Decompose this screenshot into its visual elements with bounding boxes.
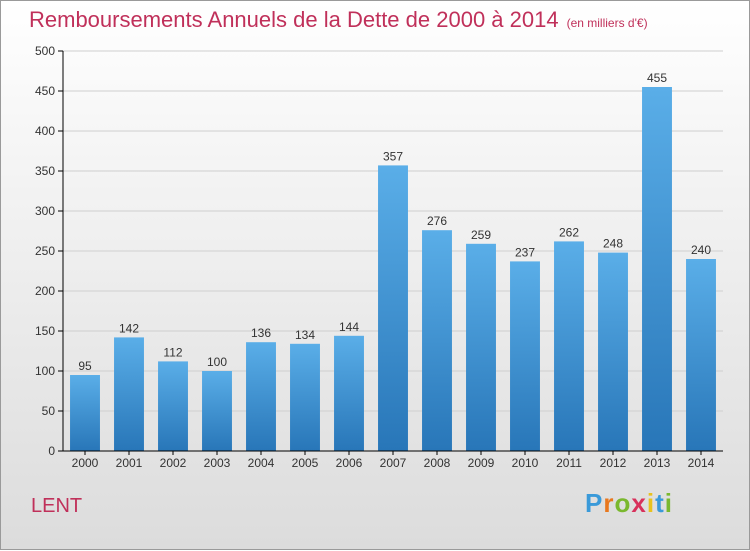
bar: [554, 241, 584, 451]
bar-value-label: 134: [295, 328, 315, 342]
bar: [114, 337, 144, 451]
bar: [422, 230, 452, 451]
logo-letter: P: [585, 488, 604, 518]
y-tick-label: 300: [35, 204, 55, 218]
y-tick-label: 500: [35, 44, 55, 58]
commune-name: LENT: [31, 495, 83, 517]
bar-value-label: 100: [207, 355, 227, 369]
bar: [246, 342, 276, 451]
bar: [510, 261, 540, 451]
logo-letter: t: [655, 488, 665, 518]
bar: [334, 335, 364, 451]
bar-value-label: 144: [339, 320, 359, 334]
x-tick-label: 2009: [468, 456, 495, 470]
bar-value-label: 357: [383, 149, 403, 163]
bar-value-label: 95: [78, 359, 92, 373]
y-tick-label: 50: [42, 404, 56, 418]
y-tick-label: 150: [35, 324, 55, 338]
x-tick-label: 2001: [116, 456, 143, 470]
bar: [686, 259, 716, 451]
bar: [598, 252, 628, 451]
y-tick-label: 350: [35, 164, 55, 178]
bar-value-label: 112: [163, 345, 182, 359]
y-tick-label: 450: [35, 84, 55, 98]
bar: [642, 87, 672, 451]
x-tick-label: 2007: [380, 456, 407, 470]
bar-value-label: 248: [603, 237, 623, 251]
x-tick-label: 2000: [72, 456, 99, 470]
axes: 0 50 100 150 200 250 300 350 400 450 500 2000 2001 20…: [35, 44, 723, 470]
x-tick-label: 2014: [688, 456, 715, 470]
logo-letter: r: [603, 488, 615, 518]
proxiti-logo: Proxiti: [585, 488, 673, 519]
x-tick-label: 2004: [248, 456, 275, 470]
bar-value-label: 142: [119, 321, 139, 335]
bar: [378, 165, 408, 451]
y-tick-label: 250: [35, 244, 55, 258]
x-tick-label: 2003: [204, 456, 231, 470]
x-tick-label: 2008: [424, 456, 451, 470]
x-tick-label: 2002: [160, 456, 187, 470]
logo-letter: o: [614, 488, 632, 518]
y-tick-label: 200: [35, 284, 55, 298]
bar: [290, 343, 320, 451]
bars: 95 142 112 100 136 134 144 357 276 259 237 262 248 45…: [70, 71, 716, 451]
logo-letter: i: [646, 488, 656, 518]
chart-title: Remboursements Annuels de la Dette de 20…: [29, 7, 648, 33]
x-tick-label: 2013: [644, 456, 671, 470]
y-tick-label: 0: [48, 444, 55, 458]
x-tick-label: 2006: [336, 456, 363, 470]
bar: [70, 375, 100, 451]
bar: [158, 361, 188, 451]
chart-title-main: Remboursements Annuels de la Dette de 20…: [29, 7, 559, 32]
bar-value-label: 259: [471, 228, 491, 242]
bar: [202, 371, 232, 451]
bar-value-label: 136: [251, 326, 271, 340]
chart-title-unit: (en milliers d'€): [566, 16, 648, 30]
bar-value-label: 455: [647, 71, 667, 85]
logo-letter: i: [664, 488, 673, 518]
bar-value-label: 276: [427, 214, 447, 228]
x-tick-label: 2011: [556, 456, 582, 470]
logo-letter: x: [631, 488, 647, 518]
bar-value-label: 262: [559, 225, 579, 239]
y-tick-label: 400: [35, 124, 55, 138]
bar: [466, 243, 496, 451]
bar-value-label: 237: [515, 245, 535, 259]
x-tick-label: 2010: [512, 456, 539, 470]
x-tick-label: 2005: [292, 456, 319, 470]
x-tick-label: 2012: [600, 456, 627, 470]
y-tick-label: 100: [35, 364, 55, 378]
bar-value-label: 240: [691, 243, 711, 257]
